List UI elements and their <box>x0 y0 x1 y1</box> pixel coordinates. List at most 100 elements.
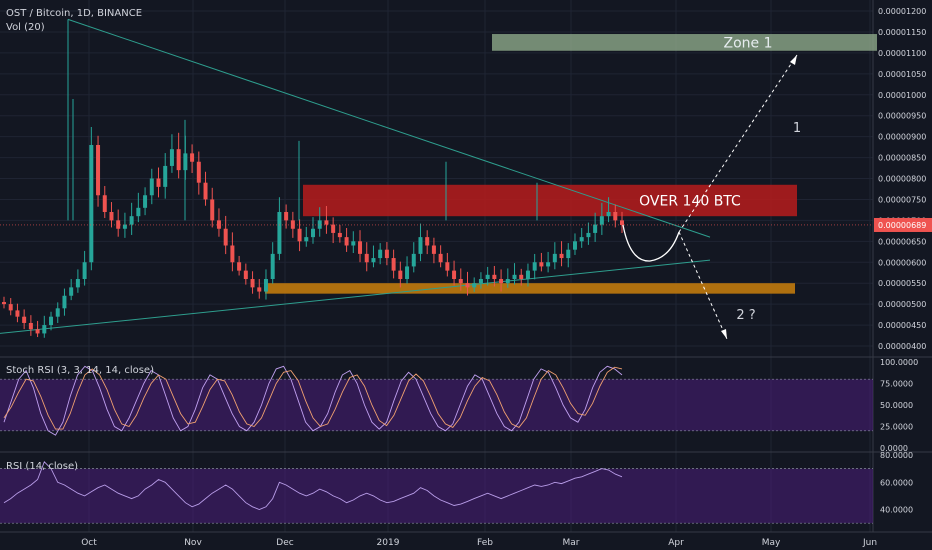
candle-body <box>89 145 94 263</box>
price-tick-label: 0.00000650 <box>878 237 926 246</box>
price-tick-label: 0.00001150 <box>878 28 926 37</box>
candle-body <box>62 295 67 309</box>
candle-body <box>49 316 54 326</box>
zone-box <box>265 283 795 294</box>
oscillator-band <box>0 379 873 431</box>
candle-body <box>116 220 121 229</box>
price-tick-label: 0.00000600 <box>878 258 926 267</box>
candle-body <box>223 228 228 246</box>
candle-body <box>525 270 530 279</box>
candle-body <box>371 258 376 263</box>
candle-body <box>606 212 611 217</box>
price-tick-label: 0.00001000 <box>878 91 926 100</box>
candle-body <box>284 212 289 221</box>
candle-body <box>438 253 443 263</box>
candle-body <box>42 325 47 334</box>
oscillator-tick-label: 80.0000 <box>880 451 913 460</box>
annotation-label: 2 ? <box>736 308 755 323</box>
price-tick-label: 0.00001200 <box>878 7 926 16</box>
candle-body <box>351 241 356 246</box>
candle-body <box>196 161 201 183</box>
candle-body <box>156 178 161 187</box>
candle-body <box>210 199 215 221</box>
time-tick-label: Jun <box>862 538 877 548</box>
candle-body <box>149 178 154 196</box>
candle-body <box>364 253 369 263</box>
candle-body <box>243 270 248 279</box>
zone-box <box>303 184 797 217</box>
time-tick-label: Nov <box>184 538 202 548</box>
candle-body <box>532 262 537 271</box>
zone-label: Zone 1 <box>724 35 773 51</box>
price-tick-label: 0.00000800 <box>878 175 926 184</box>
oscillator-tick-label: 40.0000 <box>880 506 913 515</box>
trend-lines <box>0 18 711 334</box>
candle-body <box>519 274 524 279</box>
symbol-title: OST / Bitcoin, 1D, BINANCE <box>6 8 142 19</box>
stoch-rsi-title: Stoch RSI (3, 3, 14, 14, close) <box>6 365 154 376</box>
candle-body <box>465 283 470 288</box>
candle-body <box>411 253 416 267</box>
candle-body <box>337 232 342 238</box>
candle-body <box>559 253 564 259</box>
candle-body <box>15 310 20 317</box>
candle-body <box>35 329 40 334</box>
stoch-k-line <box>3 365 623 436</box>
candle-body <box>2 302 6 305</box>
last-price-tag <box>874 217 932 232</box>
candle-body <box>163 165 168 187</box>
time-axis: Oct Nov Dec 2019 Feb Mar Apr May Jun <box>81 538 877 548</box>
time-tick-label: Oct <box>81 538 97 548</box>
projection-arrows: 1 2 ? <box>622 54 801 340</box>
candle-body <box>317 220 322 229</box>
time-tick-label: May <box>762 538 781 548</box>
candle-body <box>277 212 282 254</box>
candle-body <box>620 220 624 225</box>
last-price-value: 0.00000689 <box>878 221 926 230</box>
price-tick-label: 0.00000850 <box>878 154 926 163</box>
stoch-rsi-pane: 100.0000 75.0000 50.0000 25.0000 0.0000 <box>0 358 918 453</box>
arrowhead-down <box>721 329 727 339</box>
candle-body <box>512 274 517 279</box>
price-tick-label: 0.00001100 <box>878 49 926 58</box>
price-tick-label: 0.00000750 <box>878 195 926 204</box>
candle-body <box>478 279 483 284</box>
candle-body <box>378 249 383 259</box>
candle-body <box>270 253 275 279</box>
projection-down-arrow <box>678 231 728 340</box>
oscillator-tick-label: 75.0000 <box>880 380 913 389</box>
candle-body <box>566 249 571 259</box>
price-tick-label: 0.00000450 <box>878 321 926 330</box>
candle-body <box>324 220 329 225</box>
candle-body <box>331 224 336 233</box>
time-tick-label: Mar <box>563 538 580 548</box>
candle-body <box>505 279 510 284</box>
candle-body <box>143 195 148 208</box>
candle-body <box>499 279 504 284</box>
price-tick-label: 0.00000400 <box>878 342 926 351</box>
candle-body <box>344 237 349 246</box>
candle-body <box>391 258 396 271</box>
candle-body <box>485 274 490 279</box>
candle-body <box>169 149 174 166</box>
candle-body <box>122 224 127 229</box>
candles <box>2 19 624 338</box>
descending-trendline <box>67 18 711 238</box>
candle-body <box>237 262 242 271</box>
candle-body <box>216 220 221 229</box>
annotation-zones: Zone 1 OVER 140 BTC <box>265 34 877 294</box>
volume-label: Vol (20) <box>6 22 45 33</box>
candle-body <box>8 304 13 311</box>
projection-curve <box>622 224 680 262</box>
ascending-trendline <box>0 259 711 334</box>
candle-body <box>445 262 450 271</box>
candle-body <box>405 266 410 279</box>
stoch-d-line <box>3 366 623 430</box>
candle-body <box>102 195 107 212</box>
price-tick-label: 0.00000550 <box>878 279 926 288</box>
candle-body <box>311 228 315 238</box>
annotation-label: 1 <box>793 121 801 136</box>
candle-body <box>472 283 477 288</box>
candle-body <box>539 262 544 267</box>
